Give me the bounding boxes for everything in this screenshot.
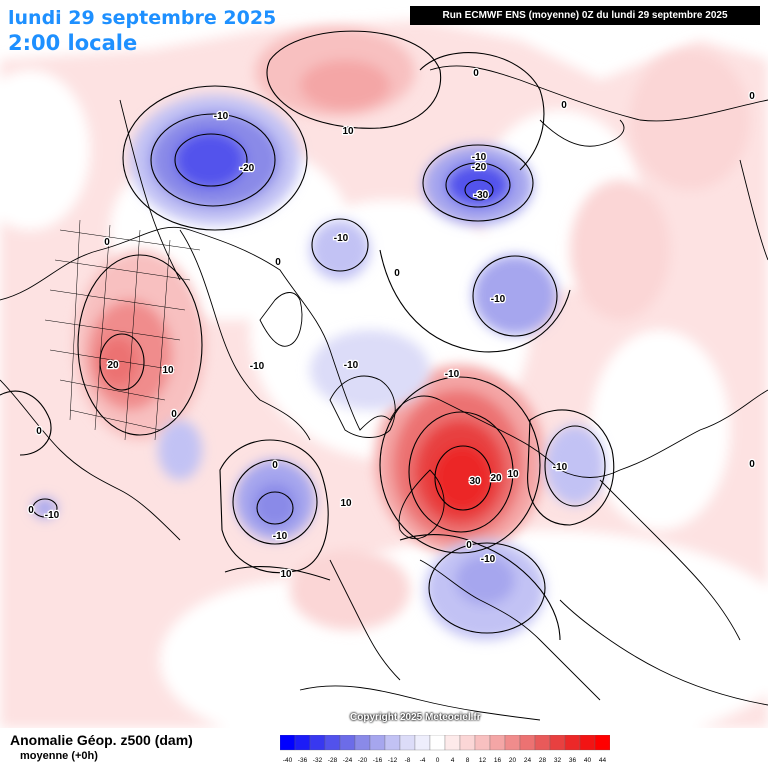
legend-swatch bbox=[594, 735, 610, 751]
contour-label: 0 bbox=[394, 268, 400, 279]
legend-swatch bbox=[489, 735, 506, 751]
contour-label: -10 bbox=[45, 510, 60, 521]
contour-label: -10 bbox=[553, 462, 568, 473]
legend-label: 28 bbox=[539, 757, 547, 764]
contour-label: 0 bbox=[749, 459, 755, 470]
legend-label: 20 bbox=[509, 757, 517, 764]
legend-label: -12 bbox=[388, 757, 398, 764]
color-legend: -40 -36 -32 -28 -24 -20 -16 -12 -8 -4 0 4 8 12 16 20 24 2… bbox=[280, 735, 610, 764]
legend-swatch bbox=[504, 735, 521, 751]
legend-swatch bbox=[399, 735, 416, 751]
legend-swatch bbox=[280, 735, 296, 751]
legend-swatch bbox=[534, 735, 551, 751]
legend-swatch bbox=[294, 735, 311, 751]
contour-label: -10 bbox=[344, 360, 359, 371]
contour-label: 0 bbox=[28, 505, 34, 516]
legend-swatch bbox=[384, 735, 401, 751]
contour-label: 20 bbox=[490, 473, 502, 484]
legend-label: -28 bbox=[328, 757, 338, 764]
contour-label: 0 bbox=[275, 257, 281, 268]
legend-swatch bbox=[564, 735, 581, 751]
run-info-bar: Run ECMWF ENS (moyenne) 0Z du lundi 29 s… bbox=[410, 6, 760, 25]
contour-label: 0 bbox=[466, 540, 472, 551]
contour-label: -30 bbox=[474, 190, 489, 201]
legend-swatch bbox=[444, 735, 461, 751]
legend-label: 24 bbox=[524, 757, 532, 764]
anomaly-contours bbox=[0, 30, 615, 641]
legend-label: 40 bbox=[584, 757, 592, 764]
north-america-grid bbox=[44, 219, 201, 441]
contour-label: 30 bbox=[469, 476, 481, 487]
contour-label: -10 bbox=[472, 152, 487, 163]
contour-label: -20 bbox=[240, 163, 255, 174]
contour-label: 0 bbox=[749, 91, 755, 102]
legend-swatch bbox=[414, 735, 431, 751]
contour-label: -10 bbox=[491, 294, 506, 305]
time-title: 2:00 locale bbox=[8, 31, 138, 55]
legend-label: 16 bbox=[494, 757, 502, 764]
contour-label: 0 bbox=[473, 68, 479, 79]
map-subtitle: moyenne (+0h) bbox=[20, 750, 98, 762]
legend-label: -40 bbox=[283, 757, 293, 764]
legend-swatch bbox=[459, 735, 476, 751]
legend-label: -24 bbox=[343, 757, 353, 764]
coastlines bbox=[0, 65, 768, 721]
legend-label: -8 bbox=[405, 757, 411, 764]
legend-swatch bbox=[549, 735, 566, 751]
copyright-text: Copyright 2025 Meteociel.fr bbox=[350, 712, 481, 723]
contour-label: 0 bbox=[561, 100, 567, 111]
legend-label: 32 bbox=[554, 757, 562, 764]
date-title: lundi 29 septembre 2025 bbox=[8, 7, 277, 29]
legend-label: 4 bbox=[451, 757, 455, 764]
contour-label: -10 bbox=[445, 369, 460, 380]
legend-swatch bbox=[579, 735, 596, 751]
legend-swatch bbox=[429, 735, 446, 751]
contour-label: 0 bbox=[36, 426, 42, 437]
contour-label: 10 bbox=[340, 498, 352, 509]
legend-label: -32 bbox=[313, 757, 323, 764]
contour-label: 10 bbox=[342, 126, 354, 137]
legend-swatch bbox=[339, 735, 356, 751]
legend-label: -36 bbox=[298, 757, 308, 764]
contour-label: 0 bbox=[171, 409, 177, 420]
contour-label: -10 bbox=[334, 233, 349, 244]
contour-label: -10 bbox=[214, 111, 229, 122]
legend-label: 36 bbox=[569, 757, 577, 764]
legend-swatch bbox=[369, 735, 386, 751]
contour-label: -10 bbox=[250, 361, 265, 372]
contour-label: -20 bbox=[472, 162, 487, 173]
legend-swatch bbox=[309, 735, 326, 751]
contour-label: -10 bbox=[481, 554, 496, 565]
legend-label: 12 bbox=[479, 757, 487, 764]
contour-label: 0 bbox=[272, 460, 278, 471]
legend-swatch bbox=[354, 735, 371, 751]
map-title: Anomalie Géop. z500 (dam) bbox=[10, 732, 193, 748]
contour-label: 10 bbox=[280, 569, 292, 580]
legend-label: -20 bbox=[358, 757, 368, 764]
legend-label: 44 bbox=[599, 757, 607, 764]
legend-label: -16 bbox=[373, 757, 383, 764]
legend-label: 0 bbox=[436, 757, 440, 764]
contour-label: 0 bbox=[104, 237, 110, 248]
legend-label: 8 bbox=[466, 757, 470, 764]
contour-label: 10 bbox=[162, 365, 174, 376]
legend-label: -4 bbox=[420, 757, 426, 764]
contour-label: 10 bbox=[507, 469, 519, 480]
contour-label: -10 bbox=[273, 531, 288, 542]
contour-label: 20 bbox=[107, 360, 119, 371]
legend-swatch bbox=[474, 735, 491, 751]
legend-swatch bbox=[519, 735, 536, 751]
legend-swatch bbox=[324, 735, 341, 751]
